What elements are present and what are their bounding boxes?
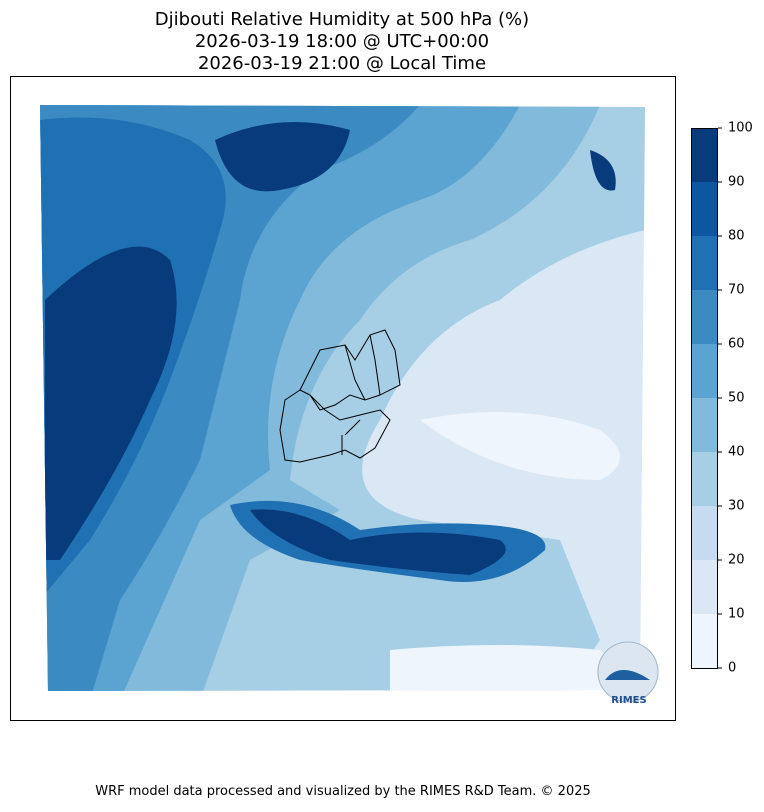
country-borders [279, 329, 401, 463]
colorbar-tick-label: 10 [728, 607, 745, 622]
logo-text: RIMES [611, 695, 646, 706]
colorbar-tick-label: 0 [728, 661, 736, 676]
colorbar-tick-label: 20 [728, 553, 745, 568]
colorbar-tick-label: 70 [728, 283, 745, 298]
colorbar: 0 10 20 30 40 50 60 70 80 90 100 [691, 121, 753, 676]
colorbar-tick-label: 40 [728, 445, 745, 460]
colorbar-bin [691, 398, 718, 452]
colorbar-tick-label: 60 [728, 337, 745, 352]
colorbar-tick-label: 90 [728, 175, 745, 190]
colorbar-tick-label: 80 [728, 229, 745, 244]
colorbar-bin [691, 128, 718, 182]
colorbar-tick-label: 100 [728, 121, 753, 136]
colorbar-bin [691, 506, 718, 560]
colorbar-bin [691, 614, 718, 668]
colorbar-bin [691, 182, 718, 236]
logo: RIMES [597, 641, 659, 706]
colorbar-tick-label: 50 [728, 391, 745, 406]
footer: WRF model data processed and visualized … [95, 784, 591, 799]
colorbar-bin [691, 290, 718, 344]
map-frame [10, 76, 676, 721]
title-line: Djibouti Relative Humidity at 500 hPa (%… [155, 9, 529, 30]
colorbar-frame [691, 128, 718, 669]
colorbar-bin [691, 344, 718, 398]
title-line: 2026-03-19 18:00 @ UTC+00:00 [195, 31, 489, 52]
colorbar-bin [691, 560, 718, 614]
colorbar-bin [691, 452, 718, 506]
humidity-field [40, 105, 645, 691]
title-line: 2026-03-19 21:00 @ Local Time [198, 53, 486, 74]
colorbar-bin [691, 236, 718, 290]
colorbar-tick-label: 30 [728, 499, 745, 514]
